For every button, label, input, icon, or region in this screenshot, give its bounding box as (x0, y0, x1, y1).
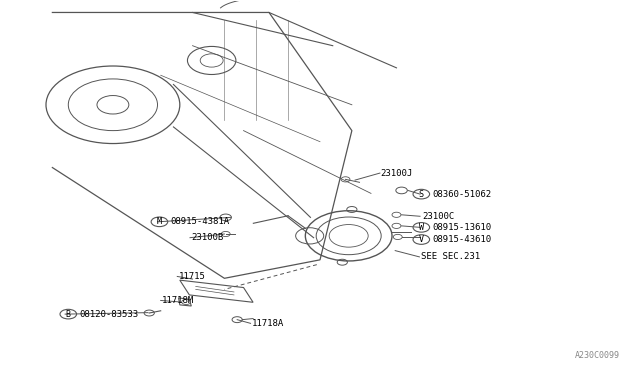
Text: 23100J: 23100J (381, 169, 413, 177)
Text: 08915-4381A: 08915-4381A (170, 217, 229, 226)
Text: 11715: 11715 (179, 272, 205, 281)
Text: A230C0099: A230C0099 (575, 350, 620, 359)
Text: V: V (419, 235, 424, 244)
Text: 08915-43610: 08915-43610 (432, 235, 492, 244)
Text: 08915-13610: 08915-13610 (432, 223, 492, 232)
Text: M: M (157, 217, 162, 226)
Text: S: S (419, 190, 424, 199)
Text: 11718M: 11718M (162, 296, 194, 305)
Text: 23100C: 23100C (422, 212, 454, 221)
Text: 11718A: 11718A (252, 319, 284, 328)
Text: 08120-83533: 08120-83533 (79, 310, 138, 319)
Text: 23100B: 23100B (191, 233, 223, 242)
Text: W: W (419, 223, 424, 232)
Text: SEE SEC.231: SEE SEC.231 (420, 252, 480, 262)
Text: B: B (66, 310, 71, 319)
Text: 08360-51062: 08360-51062 (432, 190, 492, 199)
